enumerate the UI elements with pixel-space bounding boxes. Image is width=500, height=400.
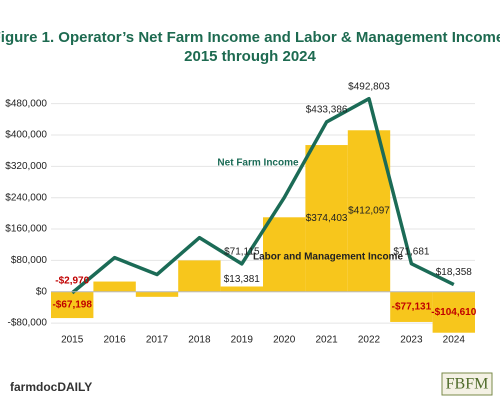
bar <box>51 291 94 319</box>
x-tick-label: 2017 <box>146 335 169 346</box>
bar <box>135 291 179 297</box>
y-tick-label: -$80,000 <box>8 318 48 329</box>
data-label: $18,358 <box>436 267 473 278</box>
bar <box>263 217 306 292</box>
x-tick-label: 2016 <box>103 335 126 346</box>
x-tick-label: 2019 <box>231 335 254 346</box>
data-label: -$77,131 <box>392 301 432 312</box>
data-label: $412,097 <box>348 206 390 217</box>
line <box>71 96 455 295</box>
x-tick-label: 2023 <box>400 335 423 346</box>
x-tick-label: 2024 <box>443 335 466 346</box>
y-tick-label: $0 <box>36 286 48 297</box>
data-label: $13,381 <box>224 274 261 285</box>
data-label: -$67,198 <box>52 300 92 311</box>
x-tick-label: 2022 <box>358 335 381 346</box>
x-tick-label: 2015 <box>61 335 84 346</box>
y-tick-label: $480,000 <box>5 98 47 109</box>
series-label: Labor and Management Income <box>253 252 403 263</box>
y-tick-label: $400,000 <box>5 130 47 141</box>
bar <box>93 281 136 292</box>
series-label: Net Farm Income <box>217 158 299 169</box>
data-label: $433,386 <box>306 105 348 116</box>
data-label: $71,115 <box>224 247 260 258</box>
y-tick-label: $240,000 <box>5 192 47 203</box>
bar <box>178 260 221 292</box>
chart-title: 2015 through 2024 <box>184 48 316 65</box>
x-tick-label: 2021 <box>315 335 338 346</box>
bar <box>432 291 475 333</box>
data-label: -$104,610 <box>431 307 476 318</box>
footer: farmdocDAILY <box>10 380 92 394</box>
y-tick-label: $80,000 <box>11 255 48 266</box>
y-tick-label: $160,000 <box>5 224 47 235</box>
bar <box>390 291 433 322</box>
bar <box>305 145 348 292</box>
data-label: $492,803 <box>348 81 390 92</box>
logo-box <box>441 372 493 396</box>
x-tick-label: 2018 <box>188 335 211 346</box>
y-tick-label: $320,000 <box>5 161 47 172</box>
data-label: $374,403 <box>306 213 348 224</box>
data-label: -$2,970 <box>55 276 89 287</box>
x-tick-label: 2020 <box>273 335 296 346</box>
data-label: $71,681 <box>393 246 430 257</box>
logo: FBFM <box>446 376 489 393</box>
chart-title: Figure 1. Operator’s Net Farm Income and… <box>0 29 500 46</box>
bar <box>220 286 263 292</box>
